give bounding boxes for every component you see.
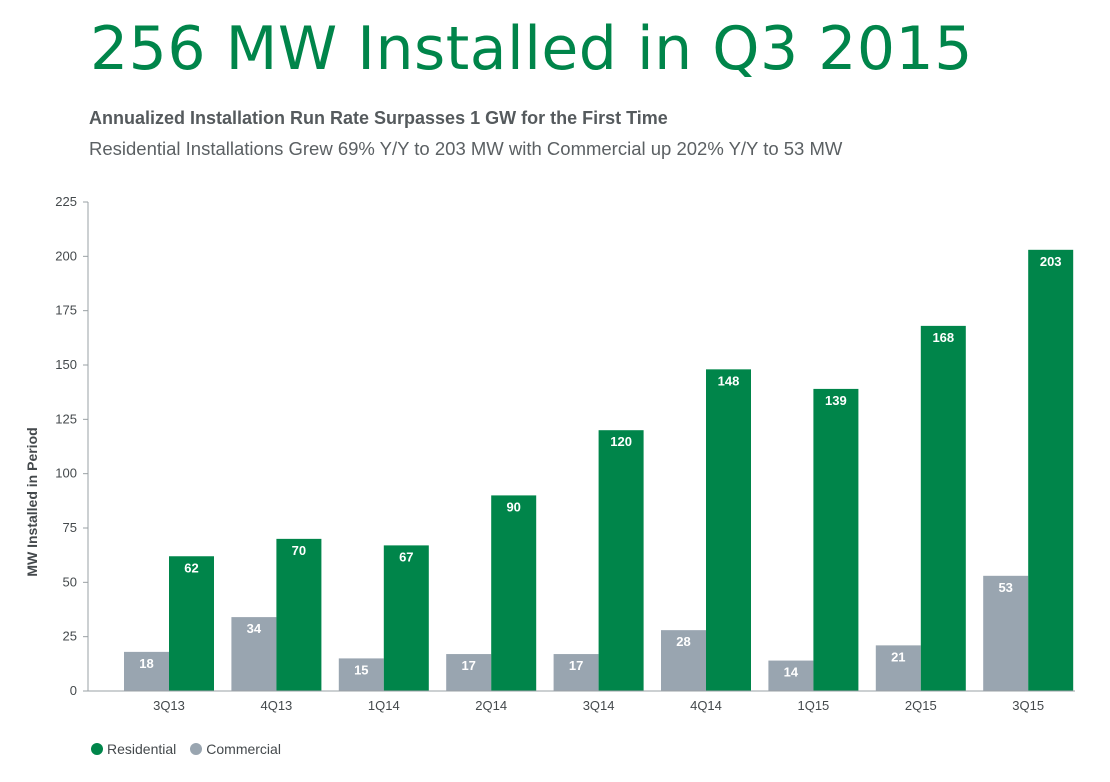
y-axis-label: MW Installed in Period — [24, 427, 40, 576]
x-tick-label: 3Q15 — [1012, 698, 1044, 713]
x-tick-label: 1Q14 — [368, 698, 400, 713]
bar-residential-4Q13 — [276, 538, 322, 691]
commercial-swatch-icon — [190, 743, 203, 755]
data-label-commercial: 17 — [569, 658, 583, 673]
y-tick-label: 125 — [55, 411, 77, 426]
chart-subtitle-secondary: Residential Installations Grew 69% Y/Y t… — [89, 138, 843, 159]
bar-residential-2Q14 — [491, 495, 537, 691]
data-label-residential: 120 — [610, 434, 632, 449]
y-tick-label: 150 — [55, 357, 77, 372]
chart-legend: Residential Commercial — [91, 741, 295, 757]
bar-commercial-3Q14 — [553, 654, 599, 691]
page-title: 256 MW Installed in Q3 2015 — [90, 14, 973, 84]
data-label-commercial: 18 — [139, 656, 153, 671]
x-tick-label: 1Q15 — [797, 698, 829, 713]
y-axis: 0 25 50 75 100 125 150 175 200 225 — [55, 194, 89, 698]
bar-commercial-2Q14 — [446, 654, 492, 691]
data-label-commercial: 17 — [461, 658, 475, 673]
bar-residential-4Q14 — [706, 369, 751, 691]
data-label-residential: 67 — [399, 549, 413, 564]
x-tick-label: 4Q13 — [260, 698, 292, 713]
bar-commercial-1Q15 — [768, 660, 814, 691]
residential-swatch-icon — [91, 743, 103, 755]
data-label-commercial: 15 — [354, 662, 368, 677]
data-label-commercial: 14 — [784, 665, 799, 680]
data-label-commercial: 53 — [998, 580, 1012, 595]
x-tick-label: 3Q13 — [153, 698, 185, 713]
bar-commercial-4Q14 — [661, 630, 706, 691]
bar-commercial-2Q15 — [875, 645, 921, 691]
y-tick-label: 175 — [55, 303, 77, 318]
x-tick-label: 2Q14 — [475, 698, 507, 713]
data-label-commercial: 34 — [247, 621, 262, 636]
y-tick-label: 75 — [63, 520, 77, 535]
data-label-residential: 148 — [718, 373, 740, 388]
legend-label: Commercial — [206, 741, 281, 757]
x-tick-label: 2Q15 — [905, 698, 937, 713]
bar-residential-1Q15 — [813, 388, 859, 691]
data-label-residential: 139 — [825, 393, 847, 408]
bars-group: 18 62 34 70 15 67 17 90 17 120 28 148 14 139 21 168 53 20… — [124, 249, 1074, 691]
chart-subtitle: Annualized Installation Run Rate Surpass… — [89, 108, 668, 128]
bar-residential-3Q15 — [1028, 249, 1074, 691]
data-label-residential: 168 — [932, 330, 954, 345]
legend-label: Residential — [107, 741, 177, 757]
y-tick-label: 50 — [63, 574, 77, 589]
data-label-residential: 70 — [292, 543, 306, 558]
y-tick-label: 25 — [63, 629, 77, 644]
bar-commercial-3Q15 — [983, 575, 1029, 691]
data-label-commercial: 28 — [676, 634, 690, 649]
bar-residential-2Q15 — [920, 325, 966, 691]
x-tick-label: 3Q14 — [583, 698, 615, 713]
bar-residential-1Q14 — [383, 545, 429, 691]
data-label-residential: 203 — [1040, 254, 1062, 269]
y-tick-label: 200 — [55, 248, 77, 263]
bar-commercial-3Q13 — [124, 651, 169, 691]
bar-residential-3Q14 — [598, 430, 644, 691]
data-label-residential: 62 — [184, 560, 198, 575]
y-tick-label: 0 — [70, 683, 77, 698]
bar-residential-3Q13 — [169, 556, 214, 691]
x-axis: 3Q13 4Q13 1Q14 2Q14 3Q14 4Q14 1Q15 2Q15 3Q15 — [88, 690, 1075, 713]
bar-commercial-1Q14 — [338, 658, 384, 691]
y-tick-label: 225 — [55, 194, 77, 209]
legend-item-commercial: Commercial — [190, 741, 281, 757]
data-label-commercial: 21 — [891, 649, 905, 664]
y-tick-label: 100 — [55, 466, 77, 481]
legend-item-residential: Residential — [91, 741, 176, 757]
data-label-residential: 90 — [506, 499, 520, 514]
bar-commercial-4Q13 — [231, 617, 277, 691]
x-tick-label: 4Q14 — [690, 698, 722, 713]
